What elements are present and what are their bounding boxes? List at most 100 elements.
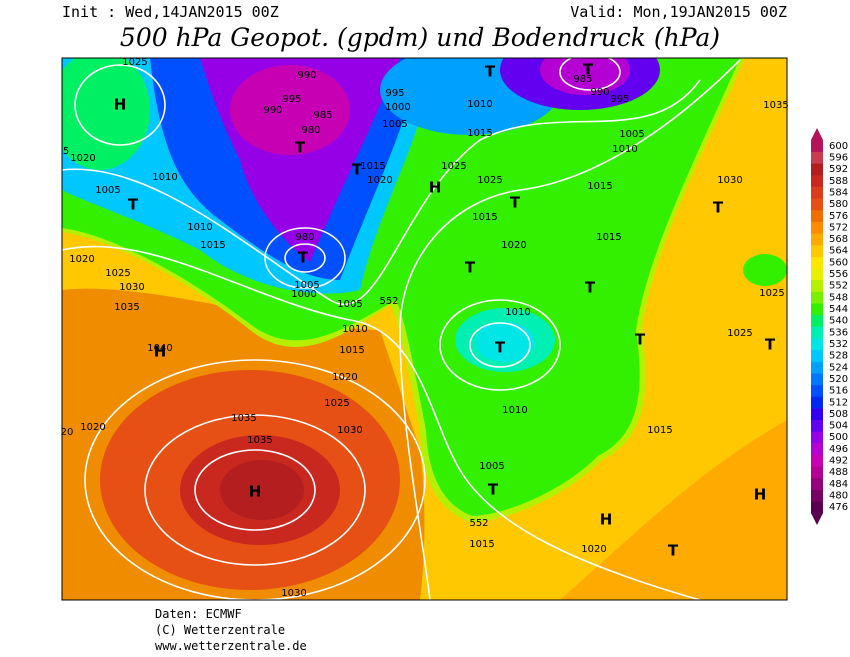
map-labels: H T H H T T T H T T T T T H T H T T T T T 1025 1020 1010 1005 101… <box>61 57 789 599</box>
pressure-center: H <box>154 343 167 361</box>
isobar-label: 1020 <box>581 544 606 555</box>
colorbar-swatch <box>811 454 823 467</box>
isobar-label: 1010 <box>505 307 530 318</box>
isobar-label: 1010 <box>467 99 492 110</box>
map-frame <box>61 57 788 601</box>
colorbar-swatch <box>811 163 823 176</box>
pressure-center: T <box>585 279 596 297</box>
pressure-center: T <box>713 199 724 217</box>
isobar-label: 5 <box>63 146 69 157</box>
pressure-center: T <box>635 331 646 349</box>
colorbar-label: 564 <box>829 246 848 257</box>
colorbar-swatch <box>811 466 823 479</box>
colorbar-label: 560 <box>829 257 848 268</box>
colorbar-swatch <box>811 501 823 514</box>
colorbar-label: 492 <box>829 456 848 467</box>
colorbar-label: 536 <box>829 327 848 338</box>
isobar-label: 1015 <box>472 212 497 223</box>
isobar-label: 1015 <box>469 539 494 550</box>
pressure-center: H <box>249 483 262 501</box>
colorbar-swatch <box>811 443 823 456</box>
isobar-label: 1035 <box>763 100 788 111</box>
colorbar-swatch <box>811 326 823 339</box>
colorbar-label: 568 <box>829 234 848 245</box>
isobar-label: 1030 <box>119 282 144 293</box>
isobar-label: 985 <box>573 74 592 85</box>
colorbar-swatch <box>811 408 823 421</box>
isobar-label: 1025 <box>441 161 466 172</box>
colorbar-bottom-arrow <box>811 513 823 525</box>
pressure-center: H <box>114 96 127 114</box>
isobar-label: 1010 <box>187 222 212 233</box>
colorbar-swatch <box>811 431 823 444</box>
colorbar-label: 524 <box>829 362 848 373</box>
colorbar-label: 592 <box>829 164 848 175</box>
isobar-label: 1025 <box>122 57 147 68</box>
colorbar-label: 512 <box>829 397 848 408</box>
colorbar-swatch <box>811 151 823 164</box>
pressure-center: T <box>668 542 679 560</box>
isobar-label: 1020 <box>501 240 526 251</box>
isobar-label: 1005 <box>382 119 407 130</box>
pressure-center: T <box>765 336 776 354</box>
map-field <box>62 58 787 600</box>
colorbar-label: 584 <box>829 187 848 198</box>
pressure-center: T <box>128 196 139 214</box>
isobar-label: 1025 <box>477 175 502 186</box>
colorbar-label: 556 <box>829 269 848 280</box>
colorbar-label: 508 <box>829 409 848 420</box>
isobar-label: 1005 <box>95 185 120 196</box>
pressure-center: T <box>352 161 363 179</box>
colorbar-swatch <box>811 396 823 409</box>
colorbar-label: 528 <box>829 351 848 362</box>
isobar-label: 1015 <box>647 425 672 436</box>
colorbar-swatch <box>811 186 823 199</box>
isobar-label: 1015 <box>596 232 621 243</box>
colorbar-label: 572 <box>829 222 848 233</box>
isobar-label: 990 <box>590 87 609 98</box>
isobar-label: 1000 <box>385 102 410 113</box>
pressure-center: T <box>295 139 306 157</box>
isobar-label: 980 <box>295 232 314 243</box>
colorbar-label: 516 <box>829 386 848 397</box>
pressure-center: T <box>510 194 521 212</box>
colorbar: 4764804844884924965005045085125165205245… <box>811 140 848 514</box>
colorbar-swatch <box>811 244 823 257</box>
isobar-label: 1015 <box>339 345 364 356</box>
colorbar-swatch <box>811 373 823 386</box>
isobar-label: 1010 <box>502 405 527 416</box>
pressure-center: H <box>600 511 613 529</box>
isobar-label: 1030 <box>717 175 742 186</box>
colorbar-label: 588 <box>829 176 848 187</box>
colorbar-label: 496 <box>829 444 848 455</box>
colorbar-label: 552 <box>829 281 848 292</box>
isobar-label: 995 <box>385 88 404 99</box>
colorbar-label: 600 <box>829 141 848 152</box>
isobar-label: 1005 <box>619 129 644 140</box>
colorbar-label: 488 <box>829 467 848 478</box>
colorbar-swatch <box>811 349 823 362</box>
isobar-label: 1040 <box>147 343 172 354</box>
pressure-center: T <box>488 481 499 499</box>
isobar-label: 985 <box>313 110 332 121</box>
colorbar-swatch <box>811 314 823 327</box>
footer-line: (C) Wetterzentrale <box>155 623 285 637</box>
isobar-label: 1020 <box>367 175 392 186</box>
colorbar-label: 532 <box>829 339 848 350</box>
colorbar-label: 548 <box>829 292 848 303</box>
colorbar-swatch <box>811 268 823 281</box>
isobar-label: 1015 <box>200 240 225 251</box>
isobar-label: 1025 <box>727 328 752 339</box>
isobar-label: 1015 <box>587 181 612 192</box>
colorbar-swatch <box>811 291 823 304</box>
colorbar-swatch <box>811 419 823 432</box>
isobar-label: 1000 <box>291 289 316 300</box>
isobar-label: 1005 <box>294 280 319 291</box>
isobar-label: 1005 <box>479 461 504 472</box>
colorbar-label: 476 <box>829 502 848 513</box>
footer-line: Daten: ECMWF <box>155 607 242 621</box>
pressure-center: T <box>298 249 309 267</box>
colorbar-label: 576 <box>829 211 848 222</box>
